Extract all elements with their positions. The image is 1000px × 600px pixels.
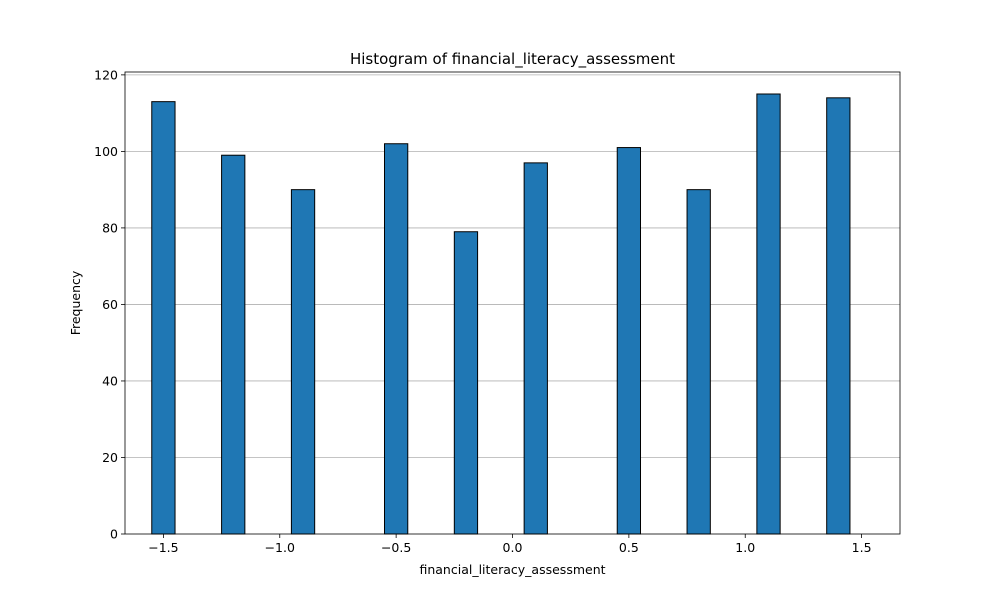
y-tick-label: 20 — [102, 450, 118, 465]
y-tick-label: 60 — [102, 297, 118, 312]
histogram-bar — [383, 143, 409, 535]
histogram-bar — [826, 97, 851, 535]
x-tick-label: 1.5 — [852, 540, 872, 555]
y-tick-label: 80 — [102, 220, 118, 235]
y-tick-label: 0 — [110, 527, 118, 542]
x-axis-ticks: −1.5 −1.0 −0.5 0.0 0.5 1.0 1.5 — [148, 534, 872, 555]
y-tick-label: 100 — [94, 144, 118, 159]
x-axis-label: financial_literacy_assessment — [419, 562, 605, 577]
y-axis-label: Frequency — [68, 270, 83, 335]
histogram-bar — [221, 154, 246, 535]
histogram-bar — [453, 231, 479, 535]
histogram-bar — [686, 189, 711, 535]
histogram-bar — [523, 162, 548, 535]
x-tick-label: −0.5 — [381, 540, 411, 555]
x-tick-label: −1.5 — [148, 540, 178, 555]
chart-title: Histogram of financial_literacy_assessme… — [350, 50, 675, 69]
y-axis-ticks: 0 20 40 60 80 100 120 — [94, 67, 125, 542]
x-tick-label: 1.0 — [735, 540, 755, 555]
y-tick-label: 40 — [102, 373, 118, 388]
bars — [151, 93, 851, 535]
x-tick-label: 0.5 — [619, 540, 639, 555]
histogram-bar — [616, 147, 642, 535]
x-tick-label: −1.0 — [265, 540, 295, 555]
y-tick-label: 120 — [94, 67, 118, 82]
histogram-bar — [290, 189, 316, 535]
histogram-bar — [756, 93, 781, 535]
histogram-bar — [151, 101, 176, 535]
x-tick-label: 0.0 — [503, 540, 523, 555]
